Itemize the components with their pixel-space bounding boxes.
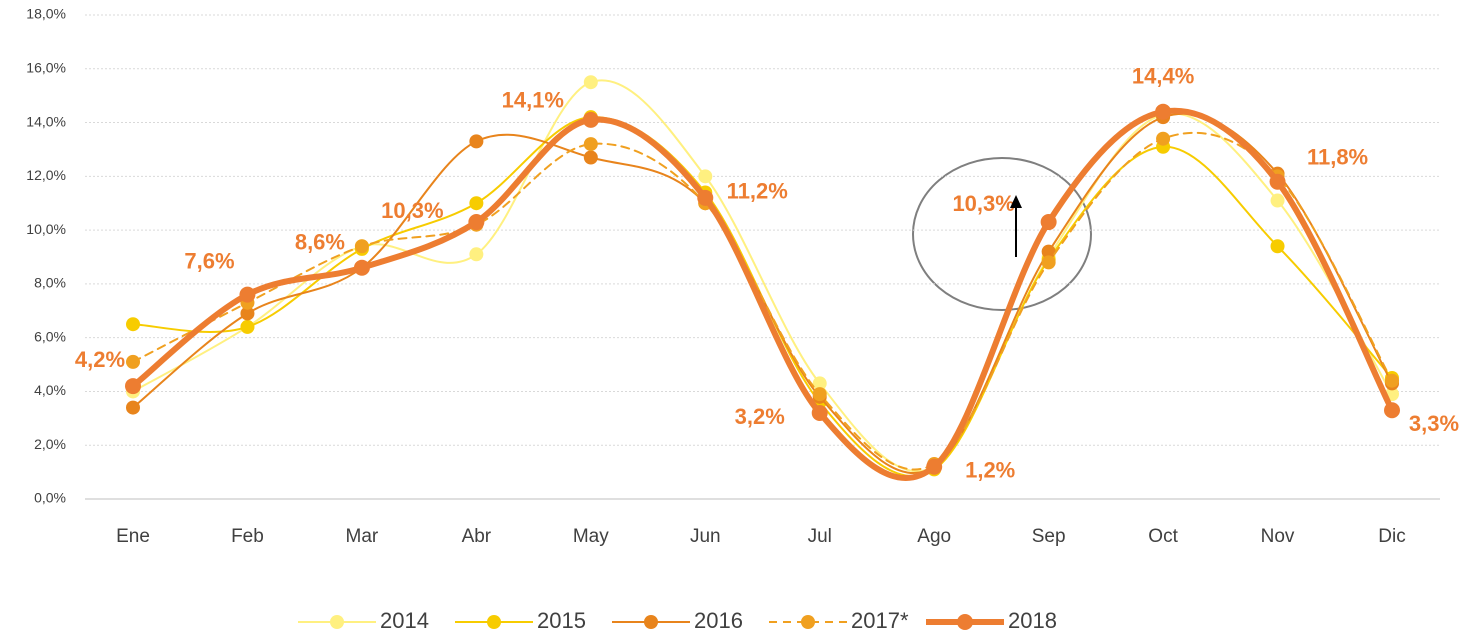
y-tick-label: 12,0% [26, 167, 66, 183]
data-point [812, 387, 827, 402]
arrow-head [1010, 195, 1022, 208]
data-label: 1,2% [965, 458, 1015, 483]
x-tick-label: Nov [1261, 526, 1295, 547]
data-point [582, 111, 599, 128]
data-label: 14,1% [502, 88, 564, 113]
y-tick-label: 6,0% [34, 328, 66, 344]
data-label: 10,3% [381, 198, 443, 223]
y-tick-label: 14,0% [26, 113, 66, 129]
data-label: 14,4% [1132, 64, 1194, 89]
legend-label: 2017* [851, 608, 909, 633]
data-label: 3,2% [735, 404, 785, 429]
legend-marker [801, 615, 815, 629]
data-label: 10,3% [952, 191, 1014, 216]
data-point [1269, 173, 1286, 190]
data-point [126, 354, 140, 369]
x-tick-label: Ene [116, 526, 150, 547]
y-tick-label: 0,0% [34, 490, 66, 506]
data-point [583, 75, 598, 90]
data-label: 8,6% [295, 230, 345, 255]
legend-marker [644, 615, 658, 629]
data-point [698, 169, 713, 184]
data-point [240, 319, 255, 334]
data-point [469, 134, 484, 149]
highlight-circle [912, 157, 1092, 311]
data-label: 11,8% [1307, 145, 1368, 170]
data-point [583, 137, 598, 152]
data-point [1041, 255, 1056, 270]
data-label: 3,3% [1409, 411, 1459, 436]
data-point [353, 259, 370, 276]
data-point [811, 404, 828, 421]
y-tick-label: 2,0% [34, 436, 66, 452]
data-point [697, 189, 714, 206]
data-point [469, 196, 484, 211]
x-tick-label: Dic [1378, 526, 1405, 547]
data-point [125, 378, 141, 395]
data-point [468, 214, 485, 231]
data-point [1155, 103, 1172, 120]
y-tick-label: 10,0% [26, 221, 66, 237]
y-tick-label: 8,0% [34, 275, 66, 291]
data-point [126, 317, 140, 332]
data-point [126, 400, 140, 415]
x-tick-label: Jun [690, 526, 721, 547]
data-point [1384, 402, 1400, 419]
data-label: 4,2% [75, 347, 125, 372]
legend-label: 2018 [1008, 608, 1057, 633]
x-tick-label: Abr [462, 526, 492, 547]
plot-area: 0,0% 2,0% 4,0% 6,0% 8,0% 10,0% 12,0% 14,0% 16,0%… [26, 6, 1459, 633]
data-point [812, 376, 827, 391]
x-tick-label: Jul [808, 526, 832, 547]
x-tick-label: Ago [917, 526, 951, 547]
data-point [1270, 193, 1285, 208]
data-label: 7,6% [184, 248, 234, 273]
legend-label: 2016 [694, 608, 743, 633]
data-point [1156, 131, 1171, 146]
data-point [354, 239, 369, 254]
data-point [469, 247, 484, 262]
legend-label: 2015 [537, 608, 586, 633]
x-tick-label: Sep [1032, 526, 1066, 547]
y-tick-label: 18,0% [26, 6, 66, 22]
data-point [1040, 214, 1057, 231]
data-point [926, 458, 943, 475]
data-label: 11,2% [727, 179, 788, 204]
legend-marker [487, 615, 501, 629]
data-point [239, 286, 256, 303]
y-tick-label: 16,0% [26, 59, 66, 75]
x-tick-label: May [573, 526, 609, 547]
data-point [240, 306, 255, 321]
legend-marker [330, 615, 344, 629]
x-tick-label: Mar [346, 526, 379, 547]
data-point [1385, 373, 1399, 388]
legend-label: 2014 [380, 608, 429, 633]
data-point [583, 150, 598, 165]
x-tick-label: Oct [1148, 526, 1178, 547]
legend-marker [957, 614, 973, 630]
x-tick-label: Feb [231, 526, 264, 547]
y-tick-label: 4,0% [34, 382, 66, 398]
data-point [1270, 239, 1285, 254]
data-point [1041, 244, 1056, 259]
